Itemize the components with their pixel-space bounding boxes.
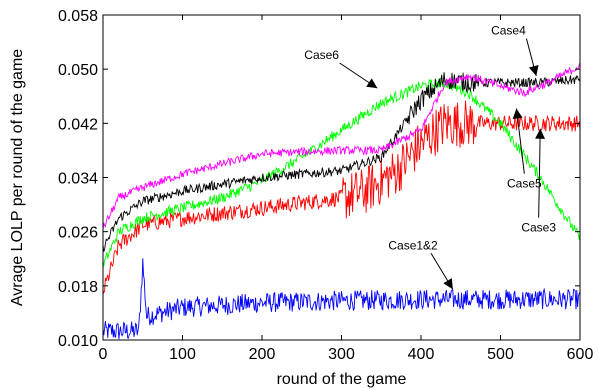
y-axis-label: Avrage LOLP per round of the game — [9, 49, 26, 306]
y-tick-label: 0.010 — [58, 333, 98, 350]
annotation-layer: Case6 Case4 Case5 Case3 Case1&2 — [304, 24, 556, 290]
annotation-label: Case1&2 — [388, 238, 438, 252]
y-tick-label: 0.018 — [58, 279, 98, 296]
y-tick-label: 0.050 — [58, 62, 98, 79]
tick-layer: 0 100 200 300 400 500 600 0.010 0.018 0.026 0.034 0… — [58, 8, 593, 363]
x-tick-label: 600 — [567, 346, 594, 363]
x-tick-label: 300 — [328, 346, 355, 363]
x-axis-label: round of the game — [277, 371, 407, 388]
annotation-arrow-head — [528, 64, 539, 76]
series-line-5 — [102, 62, 581, 231]
annotation-label: Case6 — [304, 48, 339, 62]
series-line-2 — [102, 100, 581, 294]
x-tick-label: 400 — [408, 346, 435, 363]
annotation-arrow-line — [538, 128, 541, 218]
annotation-label: Case3 — [521, 221, 556, 235]
x-tick-label: 0 — [99, 346, 108, 363]
y-tick-label: 0.058 — [58, 8, 98, 25]
series-layer — [102, 62, 581, 340]
x-tick-label: 100 — [169, 346, 196, 363]
series-line-1 — [102, 258, 581, 340]
y-tick-label: 0.026 — [58, 225, 98, 242]
annotation-arrow-head — [366, 78, 378, 89]
series-line-4 — [102, 72, 581, 252]
x-tick-label: 500 — [487, 346, 514, 363]
y-tick-label: 0.034 — [58, 171, 98, 188]
series-line-3 — [102, 77, 581, 267]
annotation-label: Case5 — [507, 177, 542, 191]
y-tick-label: 0.042 — [58, 116, 98, 133]
annotation-arrow-line — [515, 108, 525, 174]
annotation-arrow-head — [512, 108, 523, 119]
annotation-arrow-head — [535, 128, 546, 139]
annotation-label: Case4 — [491, 24, 526, 38]
x-tick-label: 200 — [249, 346, 276, 363]
annotation-arrow-head — [443, 278, 453, 290]
